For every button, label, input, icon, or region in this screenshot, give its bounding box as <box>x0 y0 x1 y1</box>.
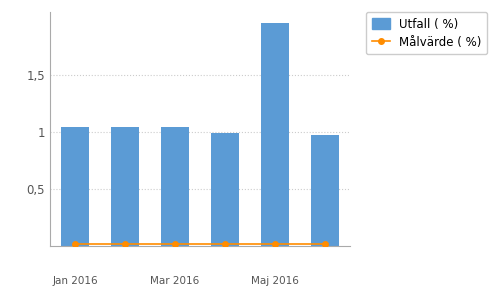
Text: Jan 2016: Jan 2016 <box>52 276 98 286</box>
Text: Maj 2016: Maj 2016 <box>251 276 299 286</box>
Bar <box>311 135 339 246</box>
Bar <box>111 127 139 246</box>
Bar <box>61 127 89 246</box>
Text: Mar 2016: Mar 2016 <box>150 276 200 286</box>
Bar <box>211 133 239 246</box>
Bar <box>161 127 189 246</box>
Bar <box>261 23 289 246</box>
Legend: Utfall ( %), Målvärde ( %): Utfall ( %), Målvärde ( %) <box>366 12 487 54</box>
